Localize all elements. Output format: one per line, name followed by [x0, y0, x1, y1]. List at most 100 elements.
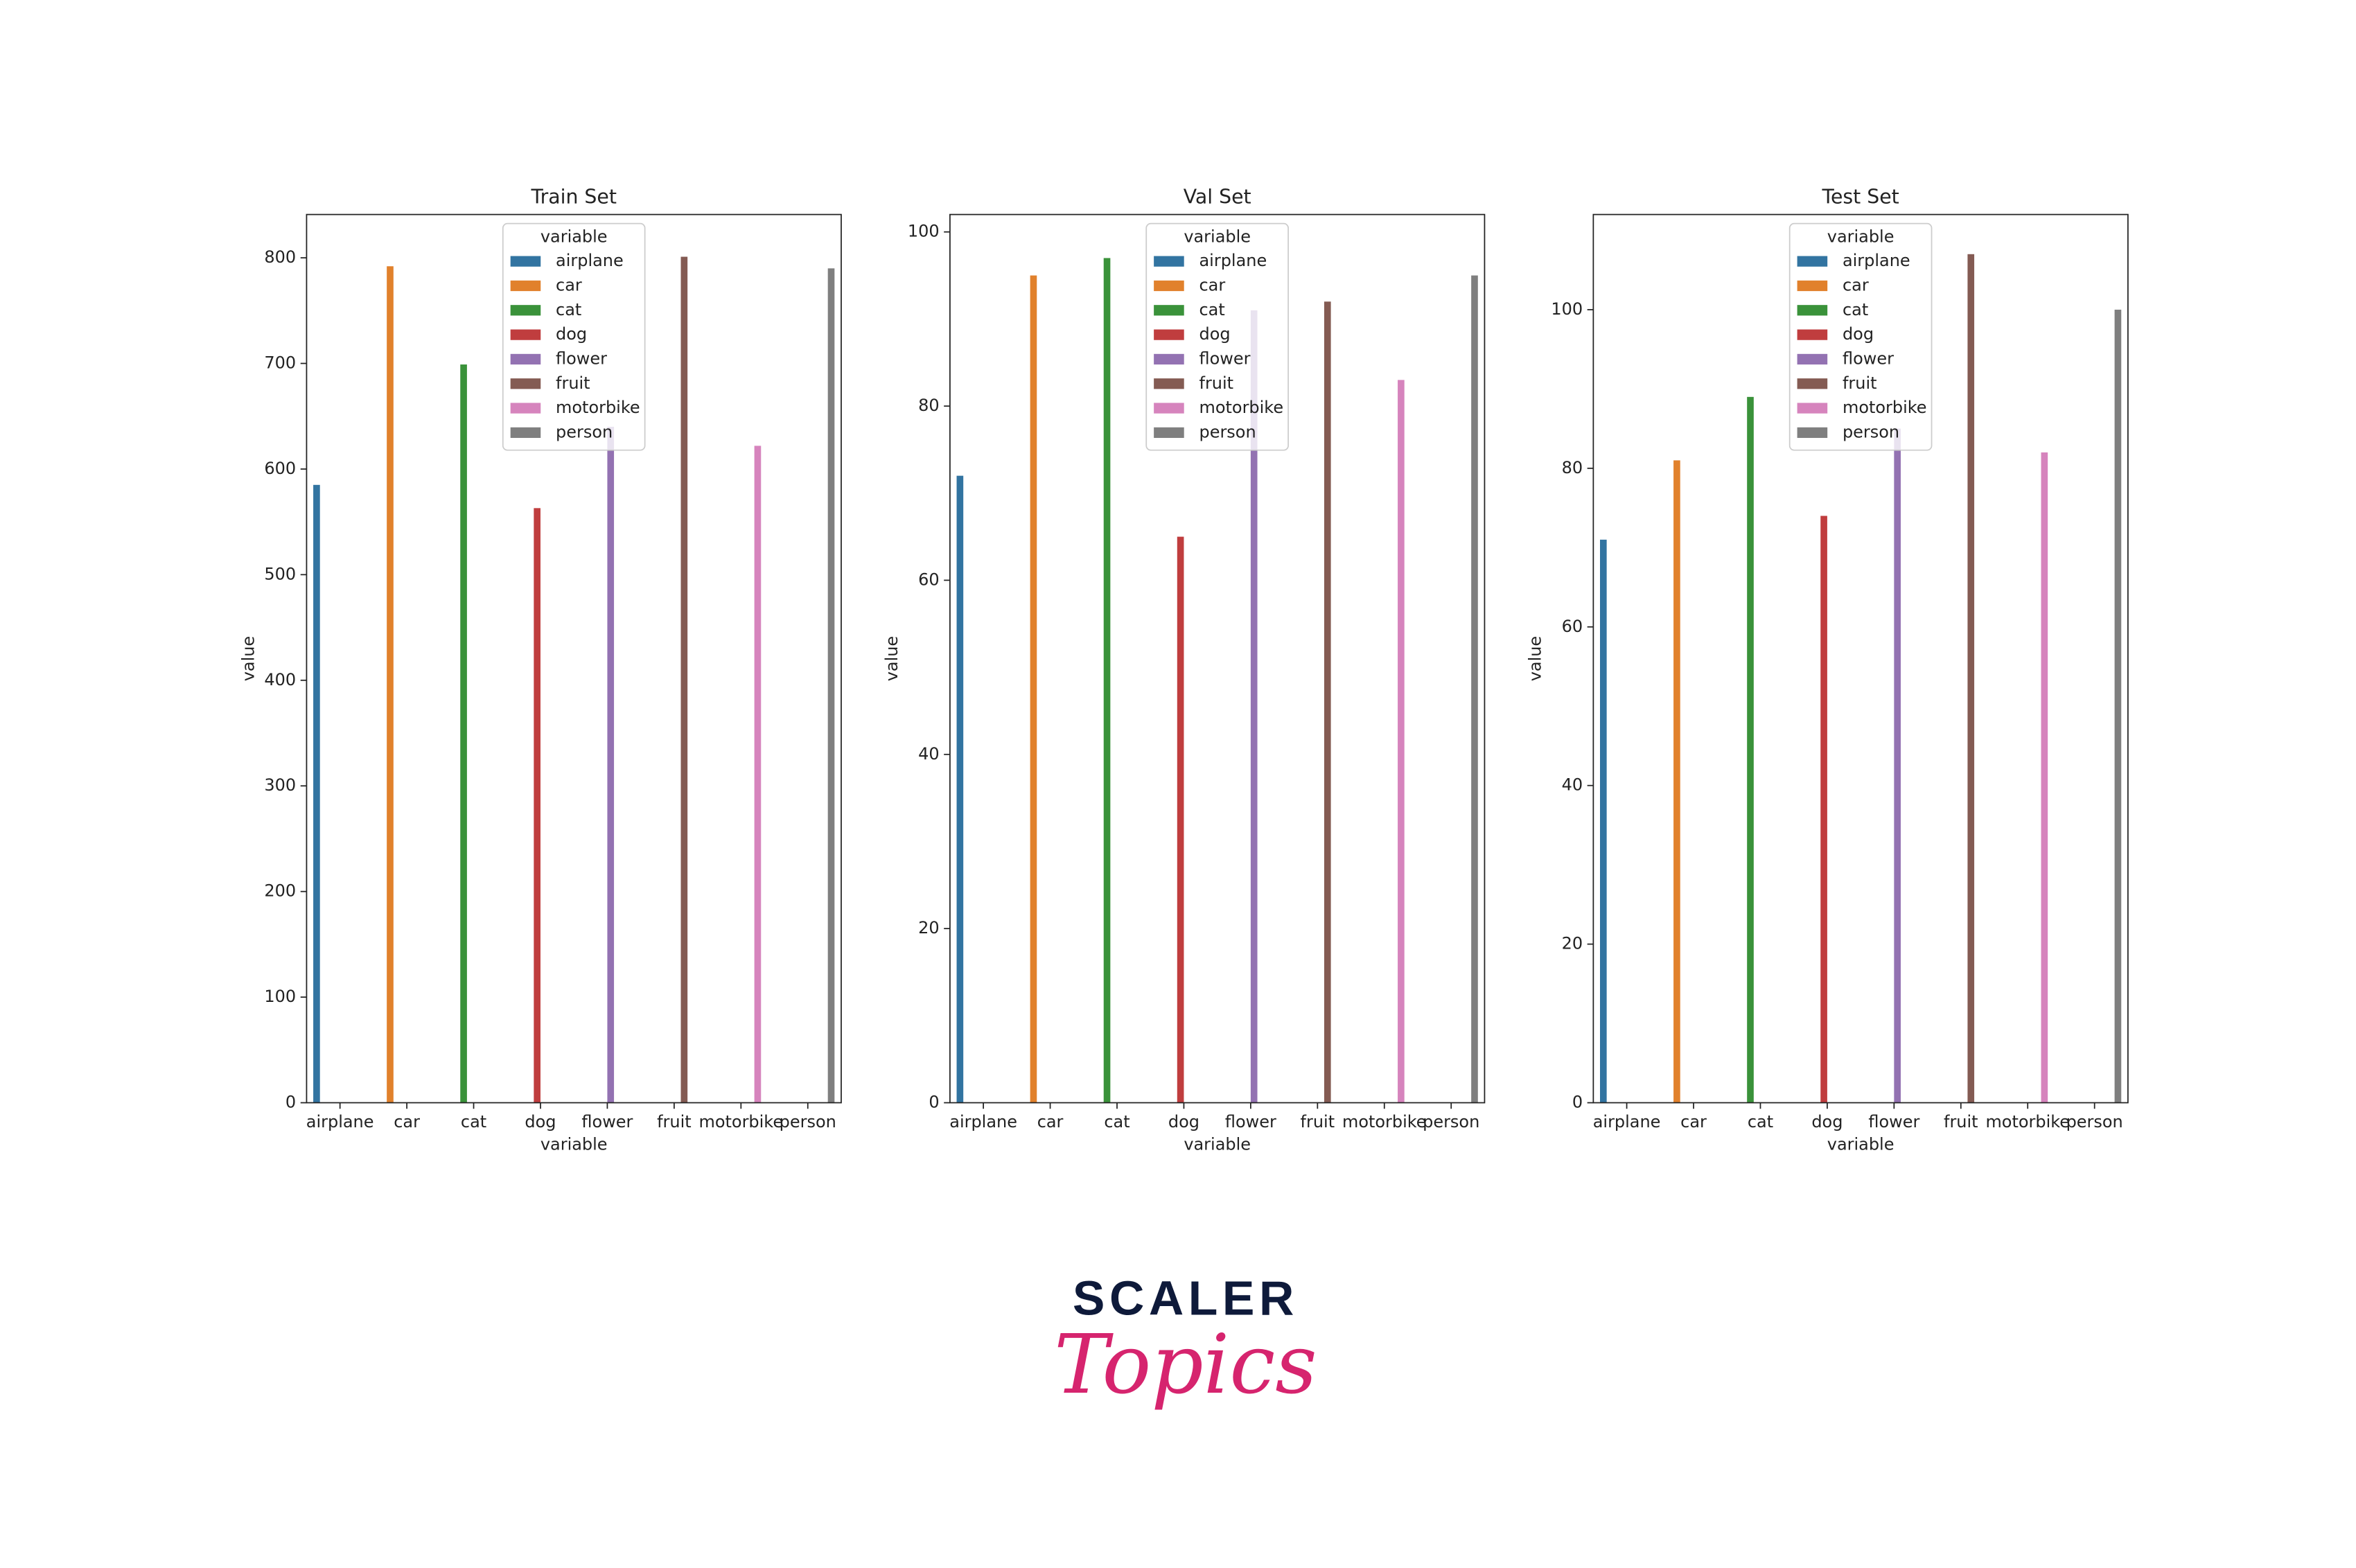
legend-label: fruit: [1199, 373, 1234, 393]
chart-title: Test Set: [1821, 186, 1899, 209]
legend-swatch: [510, 378, 541, 389]
chart-title: Train Set: [530, 186, 616, 209]
bar: [460, 364, 467, 1103]
legend-swatch: [510, 403, 541, 414]
legend-swatch: [1154, 427, 1184, 439]
y-tick-label: 100: [1551, 299, 1583, 319]
legend-swatch: [510, 427, 541, 439]
bar: [1398, 380, 1405, 1103]
x-tick-label: car: [394, 1112, 420, 1131]
legend-label: motorbike: [1199, 398, 1284, 417]
x-axis-label: variable: [1184, 1135, 1251, 1154]
x-tick-label: fruit: [1944, 1112, 1978, 1131]
bar: [607, 426, 615, 1103]
legend-swatch: [1154, 256, 1184, 267]
x-axis-label: variable: [1827, 1135, 1895, 1154]
legend-label: airplane: [556, 251, 624, 270]
axes-frame: [1592, 213, 2129, 1104]
bar: [754, 446, 762, 1103]
bar: [1673, 460, 1680, 1103]
x-tick-label: fruit: [1301, 1112, 1335, 1131]
bar: [2114, 309, 2122, 1103]
legend-box: [1145, 222, 1289, 451]
x-tick-label: cat: [1104, 1112, 1129, 1131]
bar: [2041, 452, 2048, 1103]
legend-label: fruit: [1843, 373, 1877, 393]
legend-label: dog: [1199, 324, 1231, 344]
y-tick-label: 0: [285, 1093, 296, 1112]
legend-title: variable: [1827, 227, 1895, 246]
y-tick-label: 500: [264, 564, 296, 583]
bar: [1103, 258, 1111, 1103]
x-tick-label: car: [1680, 1112, 1707, 1131]
y-tick-label: 800: [264, 247, 296, 267]
y-tick-label: 300: [264, 775, 296, 795]
legend-swatch: [1797, 256, 1828, 267]
bar: [1820, 516, 1827, 1103]
y-tick-label: 100: [264, 987, 296, 1006]
y-tick-label: 400: [264, 670, 296, 689]
bar: [1471, 275, 1478, 1103]
y-tick-label: 0: [1572, 1093, 1583, 1112]
legend-label: cat: [556, 300, 581, 319]
y-tick-label: 100: [908, 222, 940, 241]
legend-box: [502, 222, 646, 451]
bar: [387, 266, 394, 1103]
axes-frame: [949, 213, 1486, 1104]
bar: [680, 256, 688, 1103]
legend-label: person: [1843, 422, 1899, 441]
x-tick-label: car: [1037, 1112, 1064, 1131]
legend-label: flower: [1199, 349, 1251, 368]
x-tick-label: flower: [1225, 1112, 1276, 1131]
legend-swatch: [1797, 353, 1828, 365]
legend-label: motorbike: [1843, 398, 1927, 417]
legend-swatch: [1154, 353, 1184, 365]
legend-swatch: [510, 353, 541, 365]
y-tick-label: 40: [1562, 775, 1583, 795]
x-tick-label: person: [2066, 1112, 2123, 1131]
logo-text: Topics: [1054, 1317, 1317, 1412]
x-tick-label: motorbike: [1985, 1112, 2070, 1131]
legend-label: dog: [556, 324, 587, 344]
legend-label: airplane: [1199, 251, 1267, 270]
y-tick-label: 700: [264, 353, 296, 373]
chart-title: Val Set: [1184, 186, 1251, 209]
legend-swatch: [1797, 427, 1828, 439]
x-tick-label: flower: [1868, 1112, 1919, 1131]
legend-swatch: [1797, 378, 1828, 389]
legend-label: person: [1199, 422, 1256, 441]
x-tick-label: person: [780, 1112, 836, 1131]
bar: [1600, 539, 1607, 1103]
y-axis-label: value: [239, 636, 258, 681]
legend-label: car: [556, 275, 582, 294]
legend-label: flower: [556, 349, 607, 368]
legend-swatch: [510, 256, 541, 267]
x-tick-label: flower: [581, 1112, 633, 1131]
legend-label: airplane: [1843, 251, 1910, 270]
legend-box: [1788, 222, 1933, 451]
axes-frame: [306, 213, 842, 1104]
legend-swatch: [1154, 280, 1184, 292]
y-tick-label: 20: [1562, 934, 1583, 953]
legend-swatch: [1797, 280, 1828, 292]
legend-label: dog: [1843, 324, 1874, 344]
y-tick-label: 20: [918, 918, 939, 937]
y-tick-label: 200: [264, 881, 296, 901]
legend-swatch: [1154, 378, 1184, 389]
legend-label: car: [1199, 275, 1226, 294]
x-tick-label: airplane: [306, 1112, 374, 1131]
logo-text: SCALER: [1073, 1271, 1299, 1325]
bar: [1894, 428, 1901, 1103]
bar: [1747, 396, 1754, 1103]
y-tick-label: 80: [1562, 458, 1583, 477]
y-tick-label: 60: [918, 570, 939, 589]
y-tick-label: 0: [929, 1093, 939, 1112]
legend-label: car: [1843, 275, 1869, 294]
bar: [1324, 301, 1331, 1103]
x-tick-label: dog: [1168, 1112, 1199, 1131]
bar: [313, 484, 320, 1103]
bar: [1030, 275, 1037, 1103]
x-tick-label: motorbike: [699, 1112, 784, 1131]
